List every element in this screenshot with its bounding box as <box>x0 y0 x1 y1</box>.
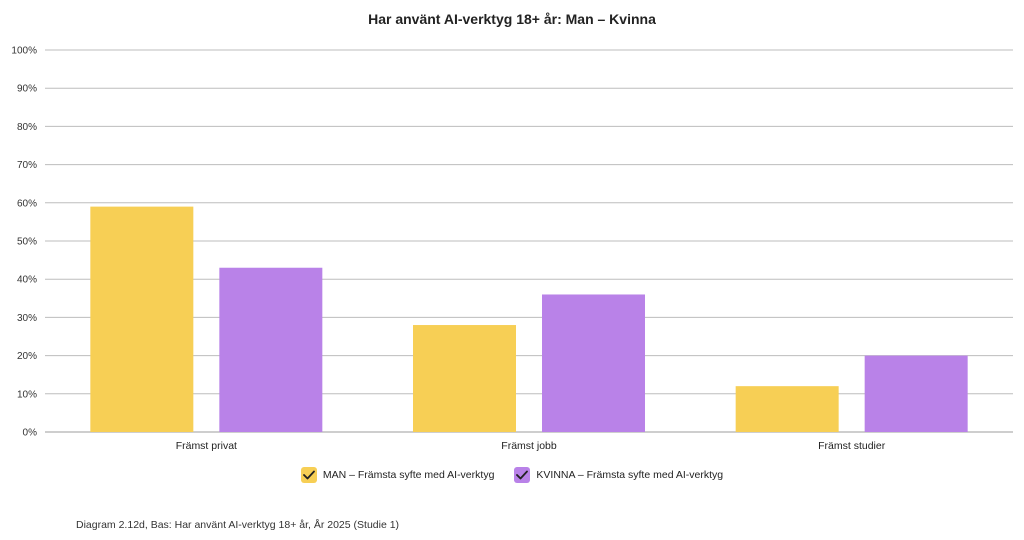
bar-kvinna[interactable] <box>542 294 645 432</box>
x-category-label: Främst jobb <box>501 440 557 452</box>
y-tick-label: 90% <box>17 84 37 95</box>
y-tick-label: 10% <box>17 389 37 400</box>
y-tick-label: 30% <box>17 313 37 324</box>
y-tick-label: 60% <box>17 198 37 209</box>
bar-chart: 0% 10% 20% 30% 40% 50% 60% 70% 80% 90% 100% Främst… <box>11 46 1013 452</box>
checkmark-icon[interactable] <box>514 467 531 483</box>
legend: MAN – Främsta syfte med AI-verktyg KVINN… <box>0 467 1024 483</box>
x-category-label: Främst privat <box>176 440 237 452</box>
bar-man[interactable] <box>90 206 194 432</box>
y-tick-label: 100% <box>11 46 37 57</box>
bar-kvinna[interactable] <box>219 267 323 432</box>
bar-man[interactable] <box>735 386 839 432</box>
y-tick-label: 80% <box>17 122 37 133</box>
grid-lines <box>45 49 1013 433</box>
y-tick-label: 50% <box>17 237 37 248</box>
bar-man[interactable] <box>413 325 516 432</box>
y-axis-ticks: 0% 10% 20% 30% 40% 50% 60% 70% 80% 90% 100% <box>11 46 37 439</box>
legend-label-kvinna: KVINNA – Främsta syfte med AI-verktyg <box>536 469 724 481</box>
checkmark-icon[interactable] <box>300 467 317 483</box>
x-axis-categories: Främst privat Främst jobb Främst studier <box>176 440 886 452</box>
legend-item-man[interactable]: MAN – Främsta syfte med AI-verktyg <box>300 467 495 483</box>
x-category-label: Främst studier <box>818 440 886 452</box>
bar-kvinna[interactable] <box>864 355 968 432</box>
y-tick-label: 40% <box>17 275 37 286</box>
y-tick-label: 0% <box>23 428 38 439</box>
chart-title: Har använt AI-verktyg 18+ år: Man – Kvin… <box>368 11 656 27</box>
bars <box>90 206 968 432</box>
y-tick-label: 70% <box>17 160 37 171</box>
legend-item-kvinna[interactable]: KVINNA – Främsta syfte med AI-verktyg <box>514 467 723 483</box>
legend-label-man: MAN – Främsta syfte med AI-verktyg <box>322 469 495 481</box>
y-tick-label: 20% <box>17 351 37 362</box>
chart-caption: Diagram 2.12d, Bas: Har använt AI-verkty… <box>76 519 400 531</box>
